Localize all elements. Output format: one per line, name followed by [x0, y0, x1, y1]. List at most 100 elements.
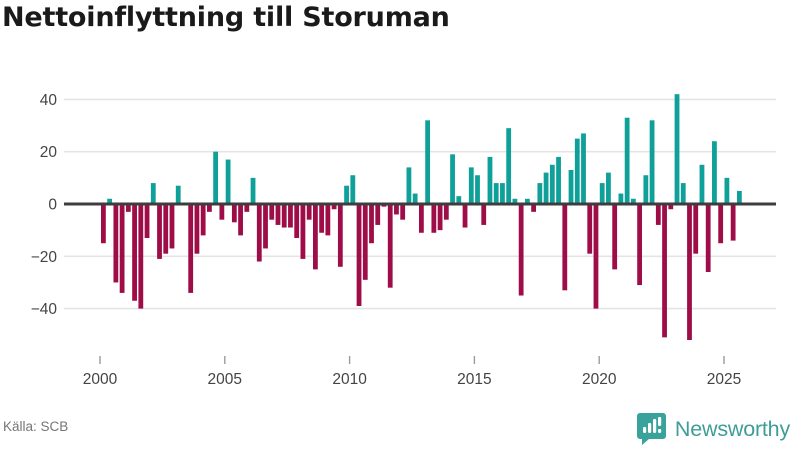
bar — [431, 204, 437, 233]
bar — [437, 204, 443, 231]
bar — [649, 120, 655, 204]
bar — [581, 133, 586, 204]
bar — [163, 204, 169, 254]
bar — [674, 94, 680, 204]
bar — [531, 204, 537, 212]
bar — [394, 204, 399, 215]
bar — [238, 204, 243, 236]
bar — [101, 204, 106, 244]
bar — [231, 204, 237, 223]
y-axis-tick-label: −40 — [31, 301, 58, 318]
bar — [543, 172, 549, 204]
bar — [537, 183, 543, 204]
bar — [662, 204, 667, 338]
bar — [487, 156, 493, 204]
x-axis-tick-label: 2010 — [332, 371, 367, 388]
bar — [637, 204, 643, 286]
y-axis-tick-label: −20 — [31, 249, 58, 266]
bar — [468, 167, 474, 204]
bar — [730, 204, 736, 241]
bar — [219, 204, 225, 220]
y-axis-tick-label: 20 — [40, 144, 58, 161]
bar — [668, 204, 674, 210]
bar — [206, 204, 212, 212]
bar — [699, 164, 705, 204]
bar — [281, 204, 287, 228]
bar — [506, 128, 512, 204]
bar — [331, 204, 337, 210]
source-label: Källa: SCB — [3, 419, 69, 434]
bar — [562, 204, 568, 291]
bar — [687, 204, 692, 340]
bar — [574, 138, 580, 204]
bar — [724, 177, 730, 204]
x-axis-tick-label: 2020 — [582, 371, 617, 388]
bar — [312, 204, 318, 270]
bar — [369, 204, 374, 244]
bar — [612, 204, 618, 270]
bar — [425, 120, 431, 204]
bar — [655, 204, 661, 225]
bar — [680, 183, 686, 204]
bar — [493, 183, 499, 204]
bar — [325, 204, 331, 236]
bar — [300, 204, 306, 259]
bar — [337, 204, 343, 267]
bar — [643, 175, 649, 204]
x-axis-tick-label: 2005 — [208, 371, 242, 388]
bar — [319, 204, 325, 233]
bar — [107, 198, 113, 204]
bar — [294, 204, 300, 238]
bar — [200, 204, 206, 236]
bar — [624, 117, 630, 204]
bar — [132, 204, 137, 301]
bar — [630, 198, 636, 204]
bar — [412, 193, 418, 204]
bar — [500, 183, 505, 204]
bar — [138, 204, 144, 309]
bar — [618, 193, 624, 204]
bar — [693, 204, 699, 254]
bar — [375, 204, 381, 225]
bar — [213, 151, 219, 204]
bar — [736, 190, 742, 204]
bar — [512, 198, 518, 204]
bar — [125, 204, 131, 212]
bar — [400, 204, 406, 220]
bar — [556, 156, 561, 204]
bar — [518, 204, 524, 296]
bar — [406, 167, 412, 204]
chart-title: Nettoinflyttning till Storuman — [2, 2, 450, 33]
bar-chart-speech-bubble-icon — [636, 413, 666, 445]
x-axis-tick-label: 2015 — [457, 371, 491, 388]
bar — [344, 185, 349, 204]
bar — [157, 204, 162, 259]
bar — [194, 204, 200, 254]
bar — [144, 204, 150, 238]
bar — [456, 196, 462, 204]
brand-name: Newsworthy — [674, 416, 790, 441]
bar — [362, 204, 368, 280]
bar — [712, 141, 717, 204]
bar — [475, 175, 480, 204]
bar — [462, 204, 468, 228]
bar — [269, 204, 275, 220]
bar — [169, 204, 175, 249]
x-axis-tick-label: 2000 — [83, 371, 118, 388]
x-axis-tick-label: 2025 — [707, 371, 741, 388]
bar — [188, 204, 194, 293]
bar — [450, 154, 455, 204]
bar — [175, 185, 181, 204]
bar — [587, 204, 593, 254]
bar — [443, 204, 449, 220]
bar — [356, 204, 362, 306]
bar — [593, 204, 599, 309]
bar — [288, 204, 293, 228]
bar — [549, 164, 555, 204]
bar — [119, 204, 125, 293]
newsworthy-logo: Newsworthy — [636, 412, 790, 446]
bar — [113, 204, 119, 283]
bar — [244, 204, 250, 212]
